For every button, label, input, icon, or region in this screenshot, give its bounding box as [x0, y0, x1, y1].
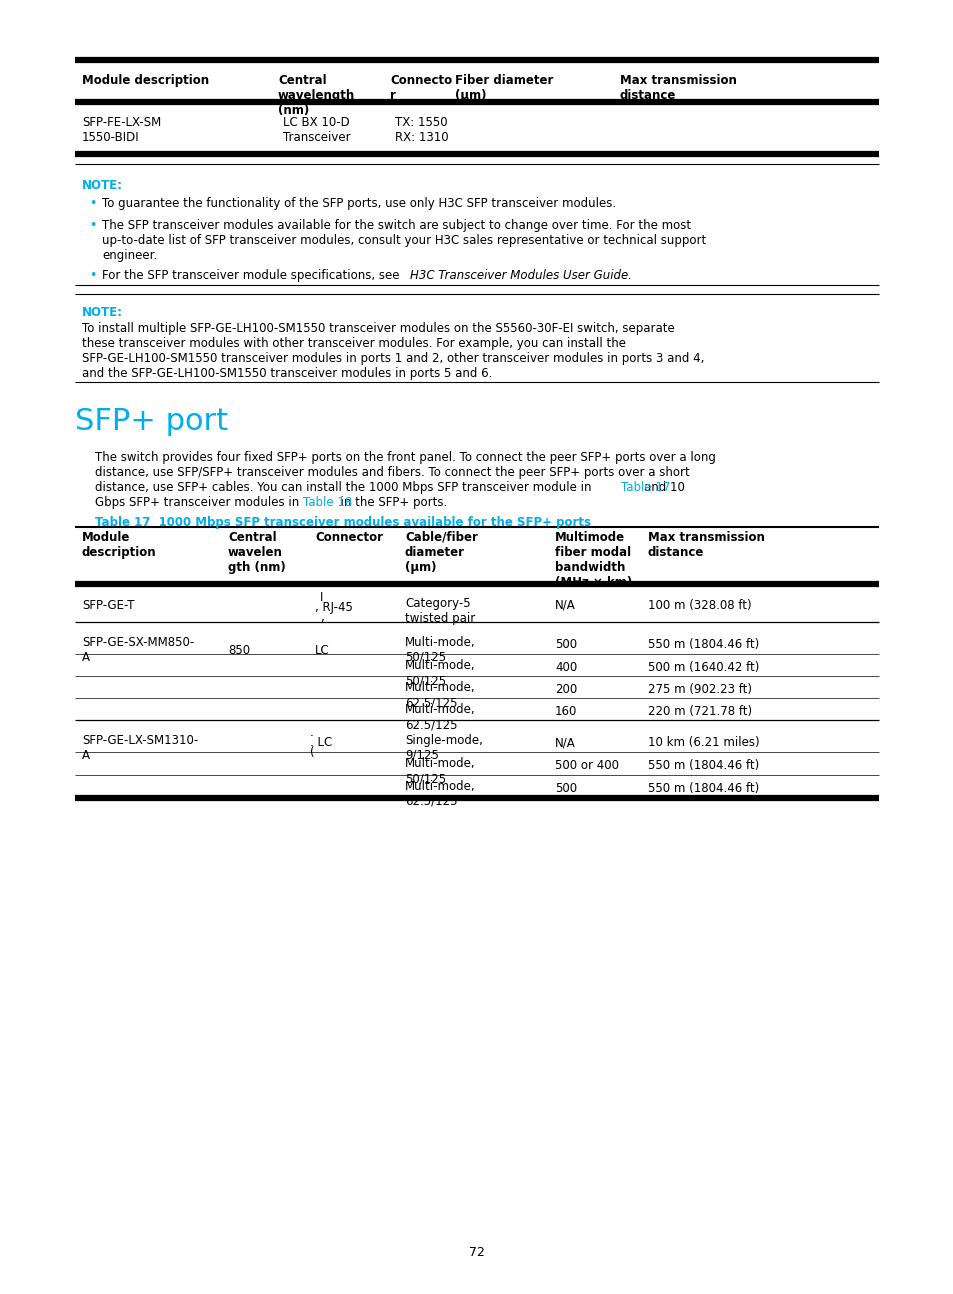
Text: ,: , [319, 611, 323, 624]
Text: Table 17: Table 17 [620, 481, 670, 494]
Text: 550 m (1804.46 ft): 550 m (1804.46 ft) [647, 638, 759, 651]
Text: 275 m (902.23 ft): 275 m (902.23 ft) [647, 683, 751, 696]
Text: Single-mode,
9/125: Single-mode, 9/125 [405, 734, 482, 762]
Text: 400: 400 [555, 661, 577, 674]
Text: Max transmission
distance: Max transmission distance [647, 531, 764, 559]
Text: SFP-GE-LX-SM1310-
A: SFP-GE-LX-SM1310- A [82, 734, 198, 762]
Text: To guarantee the functionality of the SFP ports, use only H3C SFP transceiver mo: To guarantee the functionality of the SF… [102, 197, 616, 210]
Text: •: • [89, 269, 96, 282]
Text: 100 m (328.08 ft): 100 m (328.08 ft) [647, 599, 751, 612]
Text: The SFP transceiver modules available for the switch are subject to change over : The SFP transceiver modules available fo… [102, 219, 690, 232]
Text: NOTE:: NOTE: [82, 305, 123, 320]
Text: (: ( [310, 747, 314, 760]
Text: distance, use SFP/SFP+ transceiver modules and fibers. To connect the peer SFP+ : distance, use SFP/SFP+ transceiver modul… [95, 466, 689, 479]
Text: Multi-mode,
50/125: Multi-mode, 50/125 [405, 659, 476, 687]
Text: 1550-BIDI: 1550-BIDI [82, 131, 139, 144]
Text: N/A: N/A [555, 736, 576, 749]
Text: 500 or 400: 500 or 400 [555, 760, 618, 773]
Text: SFP-GE-SX-MM850-
A: SFP-GE-SX-MM850- A [82, 635, 194, 664]
Text: Multi-mode,
62.5/125: Multi-mode, 62.5/125 [405, 780, 476, 807]
Text: 72: 72 [469, 1246, 484, 1259]
Text: and the SFP-GE-LH100-SM1550 transceiver modules in ports 5 and 6.: and the SFP-GE-LH100-SM1550 transceiver … [82, 367, 492, 380]
Text: NOTE:: NOTE: [82, 179, 123, 192]
Text: 550 m (1804.46 ft): 550 m (1804.46 ft) [647, 782, 759, 795]
Text: Cable/fiber
diameter
(μm): Cable/fiber diameter (μm) [405, 531, 477, 575]
Text: Connecto
r: Connecto r [390, 74, 452, 102]
Text: engineer.: engineer. [102, 248, 157, 261]
Text: SFP-GE-LH100-SM1550 transceiver modules in ports 1 and 2, other transceiver modu: SFP-GE-LH100-SM1550 transceiver modules … [82, 352, 703, 365]
Text: up-to-date list of SFP transceiver modules, consult your H3C sales representativ: up-to-date list of SFP transceiver modul… [102, 234, 705, 247]
Text: SFP+ port: SFP+ port [75, 408, 228, 436]
Text: Table 17  1000 Mbps SFP transceiver modules available for the SFP+ ports: Table 17 1000 Mbps SFP transceiver modul… [95, 516, 590, 529]
Text: 220 m (721.78 ft): 220 m (721.78 ft) [647, 705, 751, 718]
Text: LC BX 10-D: LC BX 10-D [283, 116, 350, 129]
Text: these transceiver modules with other transceiver modules. For example, you can i: these transceiver modules with other tra… [82, 336, 625, 349]
Text: Category-5
twisted pair: Category-5 twisted pair [405, 597, 475, 625]
Text: TX: 1550: TX: 1550 [395, 116, 447, 129]
Text: SFP-FE-LX-SM: SFP-FE-LX-SM [82, 116, 161, 129]
Text: Max transmission
distance: Max transmission distance [619, 74, 736, 102]
Text: 550 m (1804.46 ft): 550 m (1804.46 ft) [647, 760, 759, 773]
Text: The switch provides four fixed SFP+ ports on the front panel. To connect the pee: The switch provides four fixed SFP+ port… [95, 452, 715, 465]
Text: Gbps SFP+ transceiver modules in           in the SFP+ ports.: Gbps SFP+ transceiver modules in in the … [95, 496, 447, 509]
Text: SFP-GE-T: SFP-GE-T [82, 599, 134, 612]
Text: Multi-mode,
50/125: Multi-mode, 50/125 [405, 757, 476, 785]
Text: •: • [89, 219, 96, 232]
Text: N/A: N/A [555, 599, 576, 612]
Text: Module description: Module description [82, 74, 209, 87]
Text: Multi-mode,
62.5/125: Multi-mode, 62.5/125 [405, 703, 476, 731]
Text: . LC: . LC [310, 736, 332, 749]
Text: Multi-mode,
62.5/125: Multi-mode, 62.5/125 [405, 681, 476, 709]
Text: 500: 500 [555, 638, 577, 651]
Text: I: I [319, 591, 323, 604]
Text: Central
wavelength
(nm): Central wavelength (nm) [277, 74, 355, 116]
Text: 850: 850 [228, 644, 250, 657]
Text: Multimode
fiber modal
bandwidth
(MHz × km): Multimode fiber modal bandwidth (MHz × k… [555, 531, 632, 589]
Text: 200: 200 [555, 683, 577, 696]
Text: H3C Transceiver Modules User Guide.: H3C Transceiver Modules User Guide. [410, 269, 631, 282]
Text: Transceiver: Transceiver [283, 131, 351, 144]
Text: 500: 500 [555, 782, 577, 795]
Text: For the SFP transceiver module specifications, see: For the SFP transceiver module specifica… [102, 269, 403, 282]
Text: Connector: Connector [314, 531, 382, 543]
Text: LC: LC [314, 644, 330, 657]
Text: Table 18: Table 18 [303, 496, 352, 509]
Text: distance, use SFP+ cables. You can install the 1000 Mbps SFP transceiver module : distance, use SFP+ cables. You can insta… [95, 481, 684, 494]
Text: Multi-mode,
50/125: Multi-mode, 50/125 [405, 635, 476, 664]
Text: , RJ-45: , RJ-45 [314, 600, 353, 613]
Text: Module
description: Module description [82, 531, 156, 559]
Text: 500 m (1640.42 ft): 500 m (1640.42 ft) [647, 661, 759, 674]
Text: Fiber diameter
(μm): Fiber diameter (μm) [455, 74, 553, 102]
Text: 160: 160 [555, 705, 577, 718]
Text: 10 km (6.21 miles): 10 km (6.21 miles) [647, 736, 759, 749]
Text: To install multiple SFP-GE-LH100-SM1550 transceiver modules on the S5560-30F-EI : To install multiple SFP-GE-LH100-SM1550 … [82, 322, 674, 335]
Text: Central
wavelen
gth (nm): Central wavelen gth (nm) [228, 531, 286, 575]
Text: .: . [310, 726, 314, 739]
Text: RX: 1310: RX: 1310 [395, 131, 448, 144]
Text: •: • [89, 197, 96, 210]
